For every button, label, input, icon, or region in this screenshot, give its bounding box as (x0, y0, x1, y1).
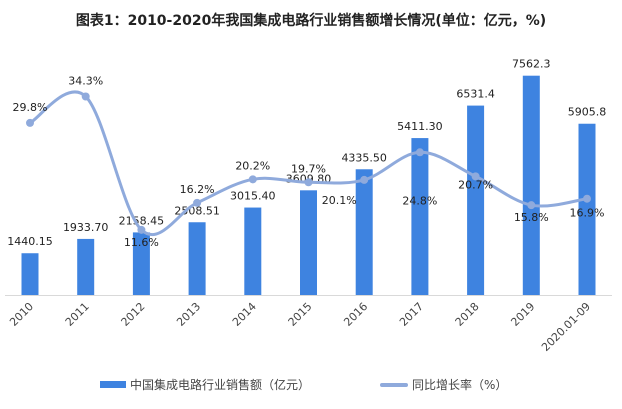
growth-value-label: 24.8% (402, 194, 437, 207)
growth-value-label: 20.7% (458, 178, 493, 191)
x-tick-label: 2020.01-09 (539, 300, 593, 354)
x-tick-label: 2011 (63, 300, 92, 329)
x-tick-label: 2017 (397, 300, 426, 329)
x-tick-label: 2014 (230, 300, 259, 329)
growth-point (137, 225, 146, 234)
bar (77, 238, 95, 295)
growth-point (360, 175, 369, 184)
growth-line (29, 90, 588, 237)
growth-value-label: 15.8% (514, 211, 549, 224)
bar-value-label: 1440.15 (7, 235, 53, 248)
bar-value-label: 1933.70 (63, 221, 109, 234)
legend-bar-swatch (100, 381, 126, 388)
bar-value-label: 6531.4 (456, 88, 495, 101)
growth-value-label: 20.1% (322, 194, 357, 207)
growth-point (26, 118, 34, 127)
x-tick-label: 2015 (286, 300, 315, 329)
legend-line-swatch (380, 382, 408, 387)
growth-value-label: 16.2% (180, 183, 215, 196)
x-tick-label: 2013 (174, 300, 203, 329)
growth-value-label: 20.2% (235, 159, 270, 172)
growth-value-label: 29.8% (13, 101, 48, 114)
bar (578, 123, 596, 295)
x-tick-label: 2019 (508, 300, 537, 329)
growth-point (304, 178, 313, 187)
growth-point (527, 201, 536, 210)
chart-title: 图表1：2010-2020年我国集成电路行业销售额增长情况(单位：亿元，%) (75, 13, 547, 29)
growth-point (471, 172, 480, 181)
x-tick-label: 2010 (7, 300, 36, 329)
bar (355, 169, 373, 295)
bar-value-label: 5411.30 (397, 120, 443, 133)
bar (188, 222, 206, 295)
growth-point (81, 92, 90, 101)
growth-value-label: 34.3% (68, 74, 103, 87)
bar-value-label: 2508.51 (174, 204, 220, 217)
growth-point (193, 198, 202, 207)
x-tick-label: 2012 (119, 300, 148, 329)
growth-point (248, 175, 257, 184)
bar (132, 232, 150, 295)
legend-item-sales: 中国集成电路行业销售额（亿元） (100, 376, 310, 393)
growth-point (583, 194, 591, 203)
growth-value-label: 11.6% (124, 236, 159, 249)
bar-value-label: 4335.50 (341, 151, 387, 164)
bar (522, 75, 540, 295)
bar (467, 105, 485, 295)
bar (411, 138, 429, 295)
growth-point (415, 148, 424, 157)
bar (21, 253, 39, 295)
x-tick-label: 2018 (453, 300, 482, 329)
growth-value-label: 19.7% (291, 162, 326, 175)
legend-label-growth: 同比增长率（%） (412, 378, 508, 392)
bar-value-label: 7562.3 (512, 58, 551, 71)
bar-value-label: 2158.45 (119, 214, 165, 227)
growth-value-label: 16.9% (570, 207, 605, 220)
bar-value-label: 5905.8 (568, 106, 607, 119)
bar (300, 190, 317, 295)
bar (244, 207, 262, 295)
x-tick-label: 2016 (341, 300, 370, 329)
legend-item-growth: 同比增长率（%） (380, 376, 507, 393)
legend-label-sales: 中国集成电路行业销售额（亿元） (130, 378, 311, 392)
bar-value-label: 3015.40 (230, 190, 276, 203)
